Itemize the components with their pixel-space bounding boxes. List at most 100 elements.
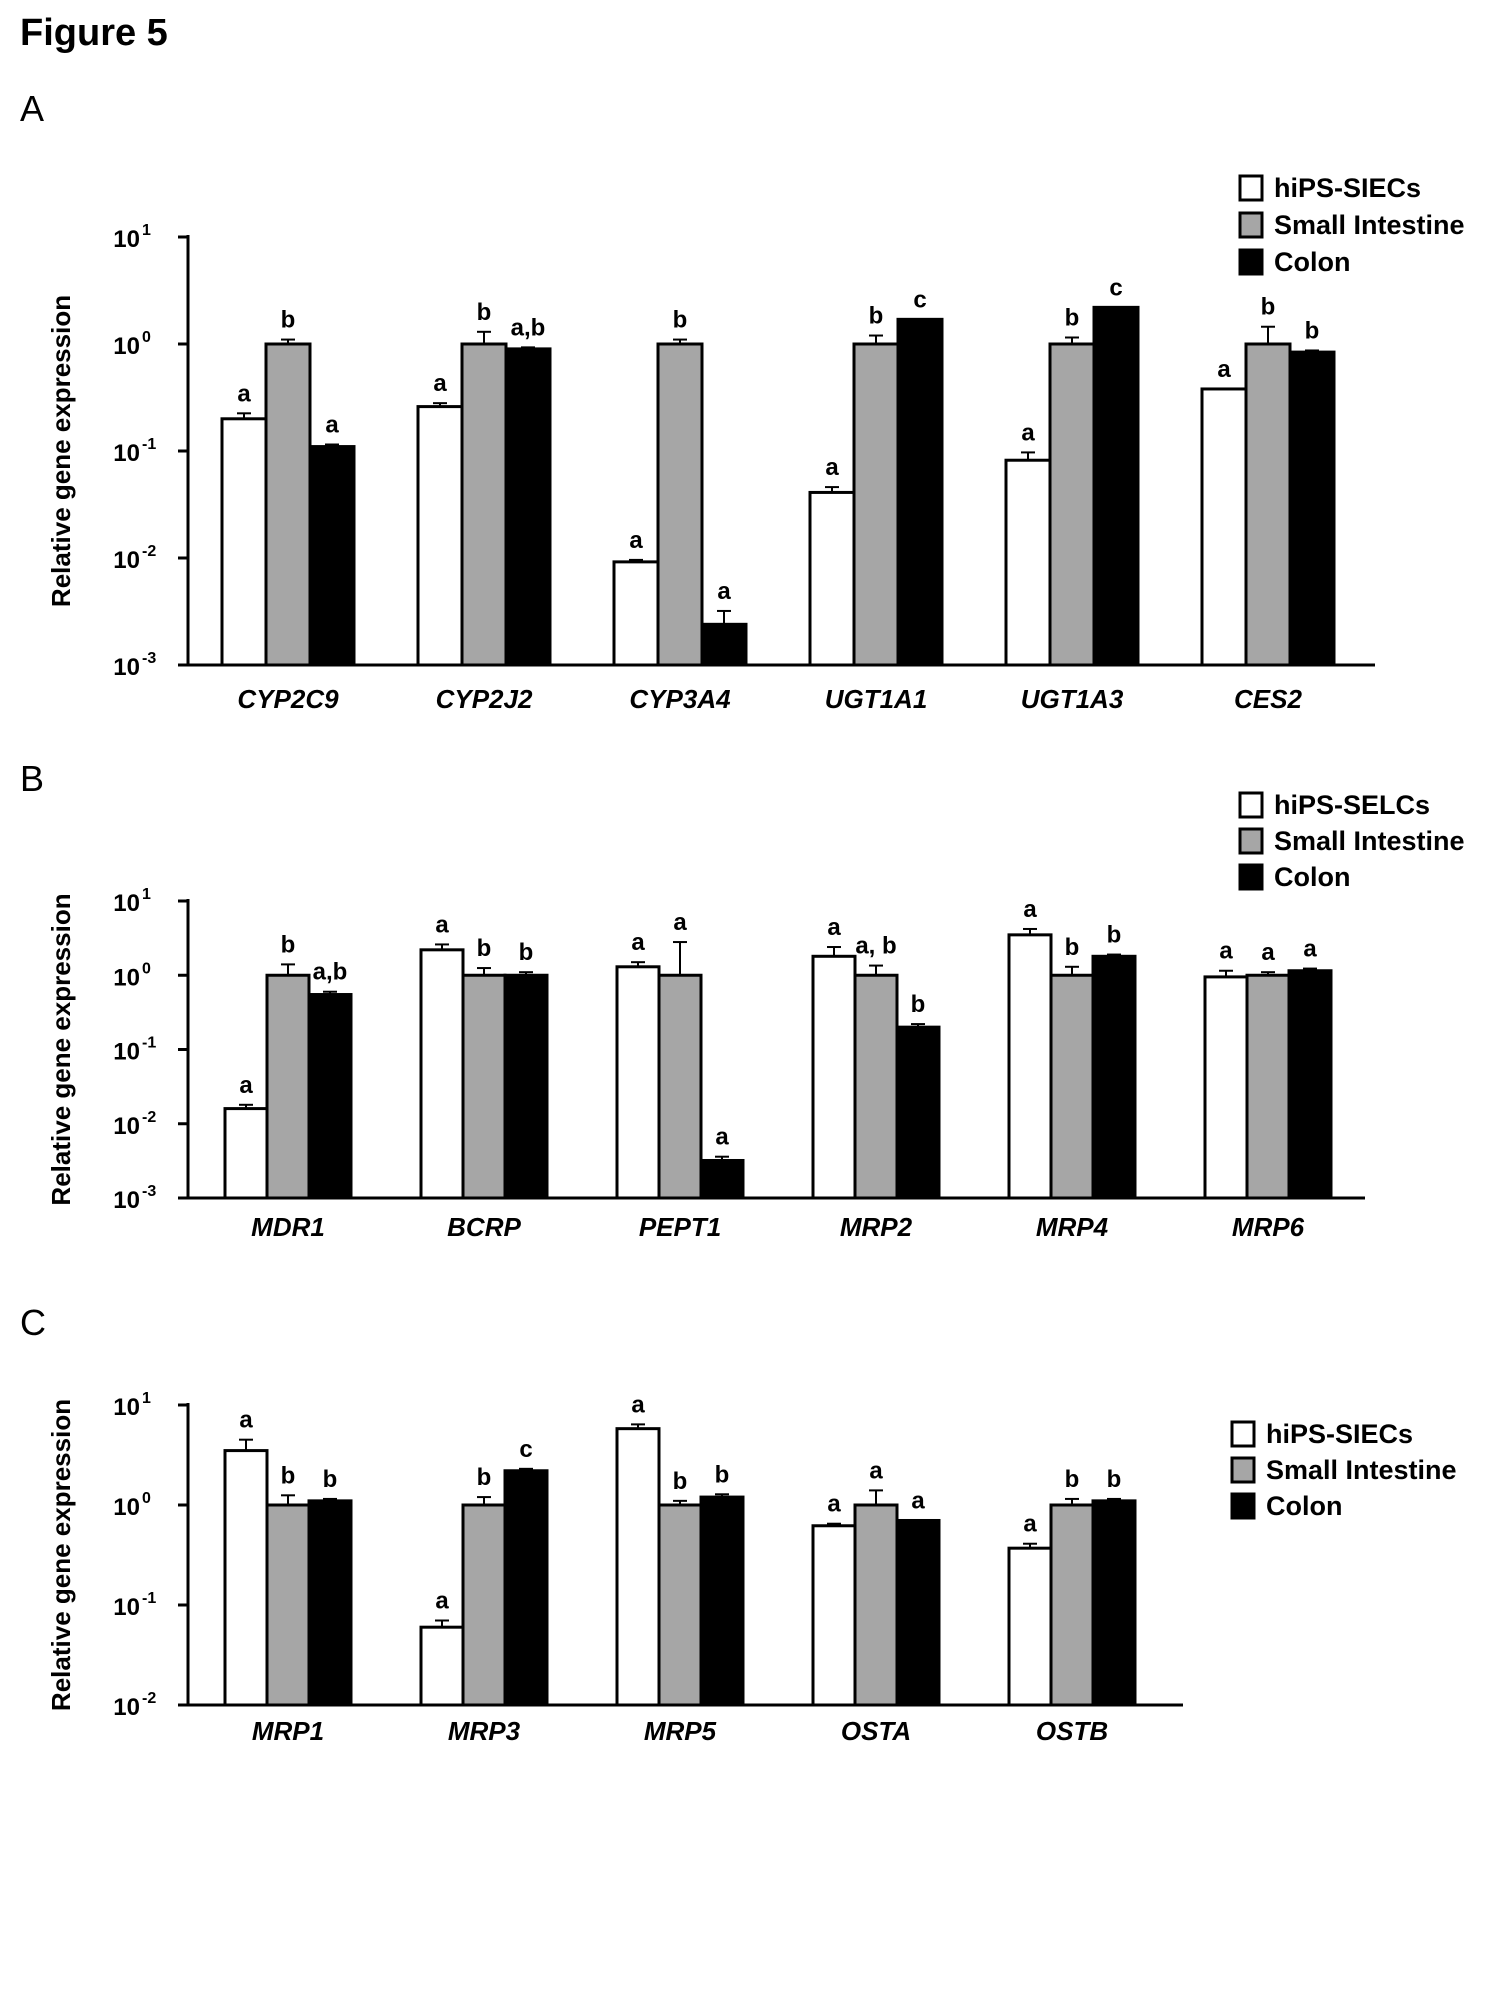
y-tick-label: 10 [113, 1394, 140, 1421]
legend-swatch [1238, 248, 1264, 276]
bar-ugt1a3-colon [1092, 305, 1140, 667]
significance-label: a [325, 412, 339, 439]
significance-label: a [629, 527, 643, 554]
bar-mrp5-small-intestine [657, 1503, 703, 1707]
significance-label: a [1217, 356, 1231, 383]
significance-label: c [519, 1436, 532, 1463]
bar-ugt1a1-colon [896, 317, 944, 667]
bar-mrp4-small-intestine [1049, 973, 1095, 1200]
y-tick-exponent: -1 [142, 436, 156, 453]
x-category-label: UGT1A1 [825, 684, 928, 714]
legend-label: hiPS-SIECs [1274, 173, 1421, 203]
y-tick-label: 10 [113, 226, 140, 253]
bar-pept1-colon [699, 1158, 745, 1200]
x-category-label: CYP3A4 [629, 684, 731, 714]
bar-mdr1-hips-selcs [223, 1107, 269, 1200]
bar-ces2-hips-siecs [1200, 387, 1248, 667]
significance-label: b [281, 307, 296, 334]
bar-mrp1-small-intestine [265, 1503, 311, 1707]
y-tick-label: 10 [113, 1594, 140, 1621]
x-category-label: UGT1A3 [1021, 684, 1124, 714]
significance-label: a [827, 1491, 841, 1518]
significance-label: b [1065, 1466, 1080, 1493]
significance-label: b [1107, 1466, 1122, 1493]
significance-label: a [827, 914, 841, 941]
x-category-label: CYP2C9 [237, 684, 339, 714]
significance-label: a [1021, 419, 1035, 446]
x-category-label: MRP5 [644, 1716, 717, 1746]
significance-label: a [435, 911, 449, 938]
significance-label: a,b [511, 314, 546, 341]
bar-cyp3a4-hips-siecs [612, 560, 660, 667]
bar-cyp3a4-small-intestine [656, 342, 704, 667]
bar-ugt1a3-small-intestine [1048, 342, 1096, 667]
y-tick-exponent: 0 [142, 1490, 151, 1507]
significance-label: a [239, 1407, 253, 1434]
bar-mrp4-colon [1091, 954, 1137, 1200]
legend-swatch [1238, 174, 1264, 202]
y-tick-exponent: 1 [142, 1390, 151, 1407]
bar-pept1-small-intestine [657, 973, 703, 1200]
y-tick-exponent: -2 [142, 543, 156, 560]
significance-label: b [1261, 294, 1276, 321]
bar-mrp6-hips-selcs [1203, 975, 1249, 1200]
significance-label: a, b [855, 933, 896, 960]
x-category-label: BCRP [447, 1212, 521, 1242]
significance-label: b [519, 939, 534, 966]
y-tick-label: 10 [113, 1694, 140, 1721]
significance-label: a [1261, 939, 1275, 966]
bar-mdr1-small-intestine [265, 973, 311, 1200]
legend-swatch [1238, 863, 1264, 891]
bar-cyp3a4-colon [700, 622, 748, 667]
bar-mrp2-hips-selcs [811, 954, 857, 1200]
y-tick-label: 10 [113, 964, 140, 991]
significance-label: a [237, 380, 251, 407]
significance-label: b [715, 1461, 730, 1488]
y-tick-label: 10 [113, 1113, 140, 1140]
bar-osta-colon [895, 1518, 941, 1707]
y-tick-exponent: 0 [142, 960, 151, 977]
bar-bcrp-small-intestine [461, 973, 507, 1200]
significance-label: a [1219, 938, 1233, 965]
y-tick-label: 10 [113, 333, 140, 360]
bar-pept1-hips-selcs [615, 965, 661, 1200]
significance-label: b [869, 303, 884, 330]
significance-label: a [1303, 936, 1317, 963]
legend-swatch [1230, 1492, 1256, 1520]
significance-label: c [913, 286, 926, 313]
bar-mrp6-colon [1287, 969, 1333, 1200]
significance-label: a [825, 454, 839, 481]
legend-label: hiPS-SELCs [1274, 790, 1430, 820]
bar-cyp2c9-colon [308, 445, 356, 667]
significance-label: a [239, 1072, 253, 1099]
bar-mrp3-colon [503, 1469, 549, 1707]
y-tick-exponent: 0 [142, 329, 151, 346]
legend-swatch [1238, 211, 1264, 239]
bar-ostb-small-intestine [1049, 1503, 1095, 1707]
legend-label: Small Intestine [1274, 210, 1465, 240]
significance-label: c [1109, 274, 1122, 301]
legend-label: hiPS-SIECs [1266, 1419, 1413, 1449]
legend-swatch [1230, 1456, 1256, 1484]
significance-label: a [631, 929, 645, 956]
bar-cyp2c9-hips-siecs [220, 417, 268, 667]
x-category-label: MRP1 [252, 1716, 324, 1746]
legend-swatch [1238, 827, 1264, 855]
y-tick-exponent: -2 [142, 1109, 156, 1126]
significance-label: b [1065, 305, 1080, 332]
x-category-label: OSTA [841, 1716, 911, 1746]
significance-label: b [281, 931, 296, 958]
significance-label: a [715, 1124, 729, 1151]
significance-label: a [631, 1391, 645, 1418]
bar-mrp1-colon [307, 1499, 353, 1707]
bar-ugt1a1-small-intestine [852, 342, 900, 667]
significance-label: b [911, 991, 926, 1018]
significance-label: a [433, 370, 447, 397]
significance-label: b [1107, 922, 1122, 949]
x-category-label: MRP6 [1232, 1212, 1305, 1242]
x-category-label: MDR1 [251, 1212, 325, 1242]
